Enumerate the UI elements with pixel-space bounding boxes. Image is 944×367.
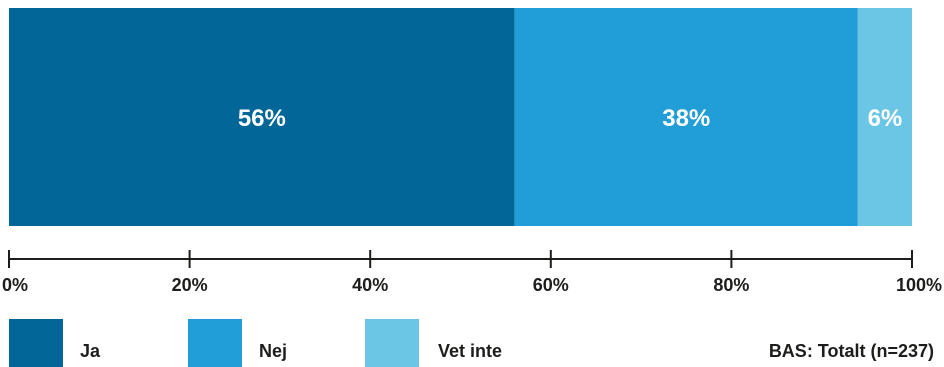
legend-swatch-ja [9,319,63,367]
x-axis-tick-labels: 0% 20% 40% 60% 80% 100% [2,275,942,295]
x-tick-label-20: 20% [172,275,208,295]
bar-segments [9,8,912,226]
x-tick-label-80: 80% [713,275,749,295]
segment-label-vet-inte: 6% [868,105,903,132]
stacked-bar-chart: 56% 38% 6% 0% 20% 40% 60% 80% 100% [0,0,944,300]
x-tick-label-100: 100% [896,275,942,295]
x-tick-label-60: 60% [533,275,569,295]
x-tick-label-40: 40% [352,275,388,295]
x-tick-label-0: 0% [2,275,28,295]
legend-swatch-vet-inte [365,319,419,367]
legend-label-vet-inte: Vet inte [438,340,502,362]
legend-label-ja: Ja [80,340,100,362]
segment-label-nej: 38% [662,105,710,132]
segment-label-ja: 56% [238,105,286,132]
legend-label-nej: Nej [259,340,287,362]
base-note: BAS: Totalt (n=237) [769,340,934,362]
legend-swatch-nej [188,319,242,367]
